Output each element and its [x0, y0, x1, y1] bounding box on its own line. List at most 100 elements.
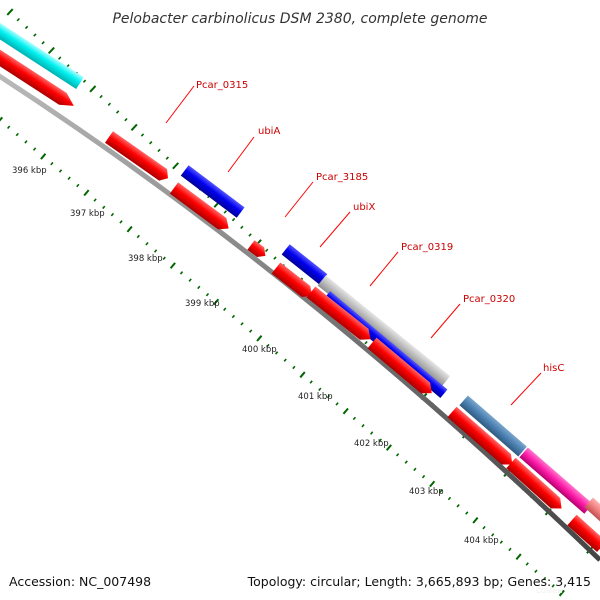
feature-red-8 [567, 514, 600, 552]
tick-mark [266, 343, 270, 348]
kbp-label: 400 kbp [242, 345, 277, 355]
tick-mark [83, 189, 90, 197]
feature-red-small [247, 240, 266, 258]
tick-mark [24, 25, 29, 30]
tick-mark [456, 504, 460, 508]
tick-mark [145, 241, 149, 246]
tick-mark [15, 132, 19, 137]
tick-mark [188, 278, 192, 282]
tick-mark [50, 161, 54, 166]
tick-mark [465, 511, 469, 515]
feature-ubiX [281, 244, 328, 285]
leader-line [227, 136, 255, 173]
inner-feature-track [0, 45, 600, 552]
tick-mark [157, 148, 161, 153]
leader-line [319, 211, 351, 248]
tick-mark [58, 169, 63, 173]
tick-mark [264, 248, 269, 253]
tick-mark [248, 233, 252, 237]
tick-mark [413, 467, 417, 472]
tick-mark [119, 220, 123, 224]
tick-mark [89, 85, 97, 93]
tick-mark [33, 33, 37, 37]
tick-mark [421, 474, 426, 479]
tick-mark [472, 517, 479, 524]
tick-mark [107, 102, 112, 106]
tick-mark [40, 153, 47, 160]
tick-mark [213, 298, 220, 306]
tick-mark [205, 292, 210, 297]
tick-mark [482, 525, 486, 530]
feature-red-Pcar_0315 [104, 131, 168, 181]
tick-mark [249, 329, 253, 333]
accession-text: Accession: NC_007498 [9, 574, 151, 589]
tick-mark [240, 225, 244, 230]
tick-mark [309, 380, 313, 384]
tick-mark [47, 46, 55, 55]
gene-label-Pcar_0319: Pcar_0319 [401, 242, 453, 253]
tick-mark [542, 576, 547, 581]
kbp-label: 399 kbp [185, 299, 220, 309]
tick-mark [318, 387, 322, 392]
tick-mark [115, 110, 120, 114]
tick-mark [395, 453, 400, 457]
feature-red-7 [506, 457, 562, 509]
map-title: Pelobacter carbinolicus DSM 2380, comple… [112, 11, 487, 27]
feature-magenta [519, 447, 593, 514]
tick-mark [326, 394, 331, 399]
tick-mark [558, 589, 565, 597]
tick-mark [32, 147, 37, 151]
leader-line [165, 85, 195, 124]
tick-mark [404, 460, 408, 464]
feature-red-6 [447, 406, 513, 465]
feature-red-3 [271, 262, 313, 297]
tick-mark [110, 212, 115, 217]
feature-cyan [0, 18, 84, 89]
tick-mark [335, 402, 339, 406]
leader-line [510, 372, 542, 406]
tick-mark [82, 79, 87, 83]
feature-red-4 [306, 286, 371, 340]
tick-mark [124, 117, 128, 122]
tick-mark [231, 314, 236, 319]
tick-mark [58, 56, 62, 60]
tick-mark [16, 17, 20, 22]
tick-mark [370, 431, 374, 435]
tick-mark [169, 262, 176, 269]
tick-mark [136, 234, 140, 239]
feature-salmon [584, 497, 600, 534]
tick-mark [274, 351, 279, 355]
gene-label-Pcar_0315: Pcar_0315 [196, 80, 248, 91]
tick-mark [385, 444, 392, 451]
feature-red-1 [0, 45, 74, 106]
tick-mark [292, 365, 296, 370]
tick-mark [439, 489, 443, 493]
tick-mark [6, 8, 14, 16]
backbone [0, 73, 600, 562]
tick-mark [172, 162, 180, 170]
tick-mark [41, 41, 45, 45]
gene-label-Pcar_0320: Pcar_0320 [463, 294, 515, 305]
tick-mark [551, 584, 555, 588]
tick-mark [223, 307, 227, 311]
tick-mark [153, 249, 158, 253]
feature-ubiA [180, 165, 245, 218]
tick-mark [342, 407, 349, 415]
tick-mark [361, 423, 365, 428]
tick-mark [126, 225, 133, 233]
tick-mark [525, 562, 529, 566]
tick-mark [491, 533, 495, 537]
gene-label-ubiX: ubiX [353, 202, 375, 213]
tick-mark [352, 416, 357, 421]
feature-hisC [459, 395, 527, 457]
tick-mark [165, 156, 169, 160]
kbp-label: 396 kbp [12, 166, 47, 176]
tick-mark [378, 438, 382, 443]
tick-mark [299, 371, 306, 379]
tick-mark [149, 141, 153, 145]
tick-mark [429, 480, 436, 488]
gene-label-Pcar_3185: Pcar_3185 [316, 172, 368, 183]
kbp-label: 398 kbp [128, 254, 163, 264]
tick-mark [256, 335, 263, 342]
